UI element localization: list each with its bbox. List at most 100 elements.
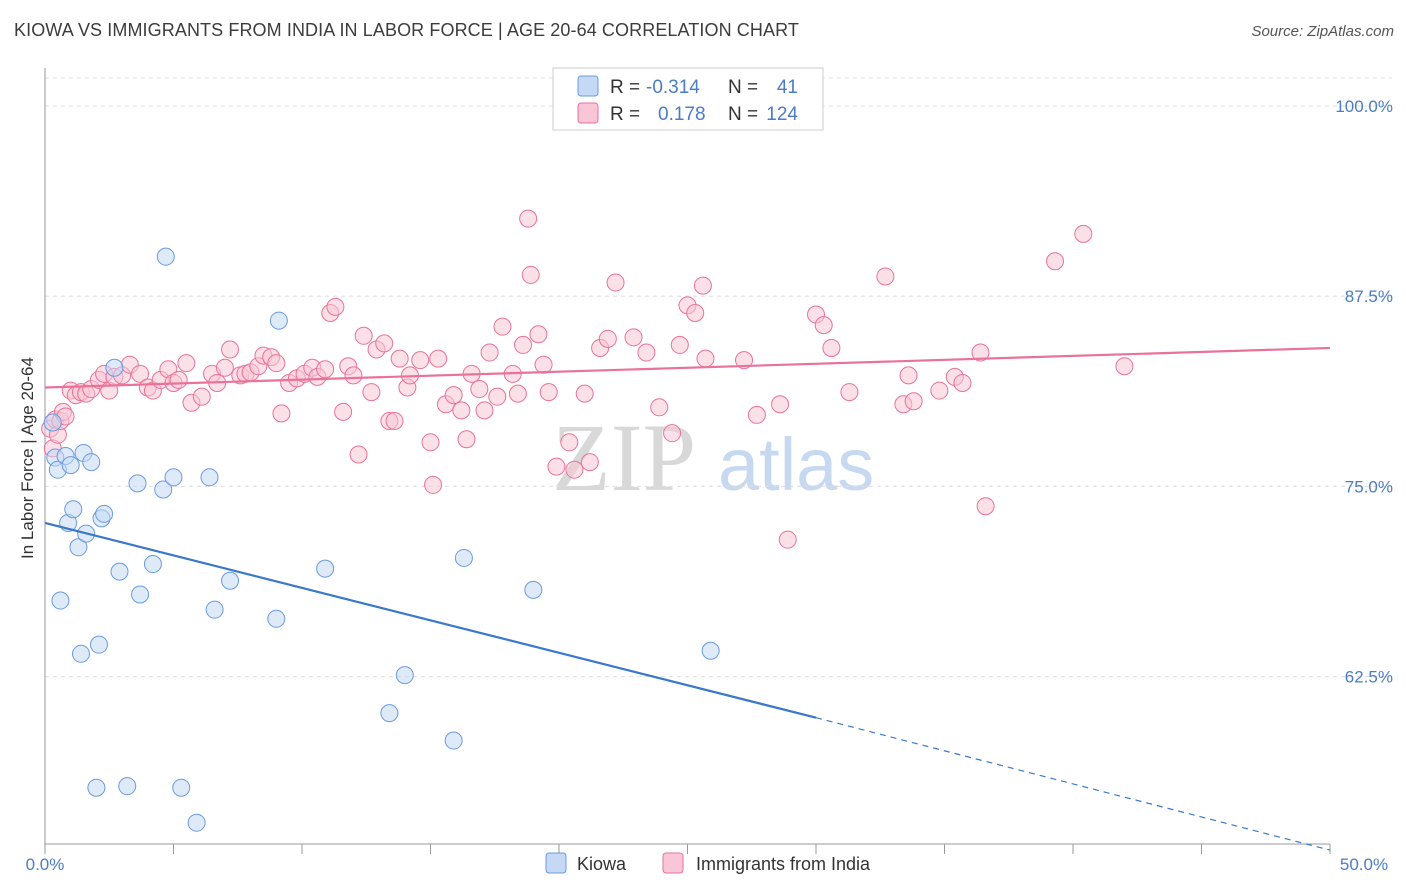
india-point xyxy=(899,366,918,385)
india-point xyxy=(493,317,512,336)
legend-r-label-kiowa: R = xyxy=(610,77,640,98)
india-point xyxy=(421,433,440,452)
kiowa-point xyxy=(87,778,106,797)
india-point xyxy=(606,273,625,292)
kiowa-trend-extension xyxy=(815,717,1331,851)
bottom-legend-label-india: Immigrants from India xyxy=(696,854,871,874)
india-point xyxy=(326,297,345,316)
kiowa-point xyxy=(71,644,90,663)
y-tick-label: 87.5% xyxy=(1345,287,1393,306)
series-legend: Kiowa Immigrants from India xyxy=(545,852,871,874)
series-india-points xyxy=(41,209,1134,549)
watermark-atlas: atlas xyxy=(718,423,874,506)
kiowa-point xyxy=(269,311,288,330)
india-point xyxy=(514,335,533,354)
india-point xyxy=(560,433,579,452)
india-point xyxy=(822,338,841,357)
kiowa-point xyxy=(51,591,70,610)
kiowa-point xyxy=(61,456,80,475)
india-point xyxy=(976,497,995,516)
india-point xyxy=(876,267,895,286)
trend-lines xyxy=(44,346,1331,851)
legend-swatch-kiowa xyxy=(577,75,599,97)
legend-r-label-india: R = xyxy=(610,104,640,125)
india-point xyxy=(349,445,368,464)
india-point xyxy=(971,343,990,362)
kiowa-point xyxy=(105,358,124,377)
watermark-zip: ZIP xyxy=(552,404,696,511)
india-point xyxy=(1074,224,1093,243)
kiowa-point xyxy=(154,480,173,499)
kiowa-point xyxy=(187,813,206,832)
india-point xyxy=(362,383,381,402)
india-point xyxy=(354,326,373,345)
india-point xyxy=(670,335,689,354)
india-point xyxy=(429,349,448,368)
india-point xyxy=(488,387,507,406)
india-point xyxy=(840,383,859,402)
legend-swatch-india xyxy=(577,102,599,124)
india-point xyxy=(452,401,471,420)
india-point xyxy=(519,209,538,228)
india-point xyxy=(598,329,617,348)
india-point xyxy=(663,424,682,443)
x-tick-label-max: 50.0% xyxy=(1340,855,1388,874)
india-point xyxy=(508,384,527,403)
india-trend-line xyxy=(44,346,1331,389)
legend-n-label-kiowa: N = xyxy=(728,77,758,98)
x-axis-ticks xyxy=(44,844,1331,854)
kiowa-point xyxy=(156,247,175,266)
india-point xyxy=(771,395,790,414)
y-tick-label: 75.0% xyxy=(1345,477,1393,496)
bottom-legend-swatch-kiowa xyxy=(545,852,567,874)
kiowa-point xyxy=(64,500,83,519)
india-point xyxy=(580,453,599,472)
india-point xyxy=(747,405,766,424)
india-point xyxy=(411,351,430,370)
india-point xyxy=(778,530,797,549)
kiowa-point xyxy=(221,571,240,590)
y-tick-labels: 62.5% 75.0% 87.5% 100.0% xyxy=(1335,97,1393,687)
kiowa-point xyxy=(89,635,108,654)
india-point xyxy=(693,276,712,295)
india-point xyxy=(735,351,754,370)
india-point xyxy=(930,381,949,400)
india-point xyxy=(221,340,240,359)
legend-n-label-india: N = xyxy=(728,104,758,125)
india-point xyxy=(169,370,188,389)
india-point xyxy=(539,383,558,402)
india-point xyxy=(1115,357,1134,376)
legend-n-value-india: 124 xyxy=(766,104,798,125)
india-point xyxy=(424,475,443,494)
india-point xyxy=(267,354,286,373)
kiowa-point xyxy=(701,641,720,660)
india-point xyxy=(390,349,409,368)
y-tick-label: 100.0% xyxy=(1335,97,1393,116)
legend-r-value-kiowa: -0.314 xyxy=(646,77,700,98)
india-point xyxy=(457,430,476,449)
india-point xyxy=(334,402,353,421)
chart-title: KIOWA VS IMMIGRANTS FROM INDIA IN LABOR … xyxy=(14,20,799,40)
kiowa-point xyxy=(128,474,147,493)
india-point xyxy=(521,265,540,284)
kiowa-point xyxy=(454,548,473,567)
kiowa-point xyxy=(110,562,129,581)
india-point xyxy=(529,325,548,344)
india-point xyxy=(272,404,291,423)
india-point xyxy=(475,401,494,420)
kiowa-point xyxy=(524,580,543,599)
india-point xyxy=(565,460,584,479)
y-axis-label: In Labor Force | Age 20-64 xyxy=(18,357,37,559)
india-point xyxy=(375,334,394,353)
india-point xyxy=(344,366,363,385)
kiowa-point xyxy=(316,559,335,578)
y-tick-label: 62.5% xyxy=(1345,668,1393,687)
india-point xyxy=(385,412,404,431)
kiowa-point xyxy=(205,600,224,619)
kiowa-point xyxy=(95,504,114,523)
india-point xyxy=(177,354,196,373)
india-point xyxy=(953,373,972,392)
legend-r-value-india: 0.178 xyxy=(658,104,706,125)
india-point xyxy=(480,343,499,362)
source-label: Source: ZipAtlas.com xyxy=(1251,23,1394,40)
